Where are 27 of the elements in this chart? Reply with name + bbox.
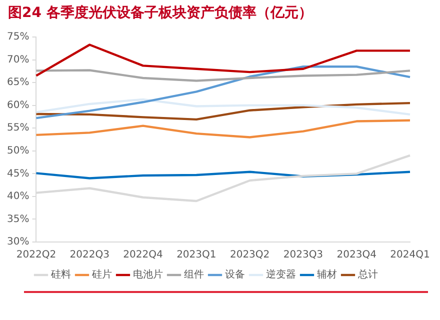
x-tick-label: 2023Q3 <box>283 250 324 261</box>
x-tick-label: 2023Q4 <box>336 250 376 261</box>
x-tick-label: 2022Q3 <box>70 250 110 261</box>
legend-label: 组件 <box>184 268 204 281</box>
y-tick-label: 65% <box>6 77 30 88</box>
y-tick-label: 30% <box>6 236 30 248</box>
legend-label: 逆变器 <box>266 268 296 281</box>
y-tick-label: 70% <box>6 54 30 66</box>
y-tick-label: 55% <box>6 122 30 134</box>
x-tick-label: 2022Q2 <box>16 250 56 261</box>
x-tick-label: 2022Q4 <box>123 250 163 261</box>
legend-label: 硅料 <box>50 268 71 281</box>
y-tick-label: 45% <box>6 168 30 180</box>
x-tick-label: 2023Q2 <box>230 250 270 261</box>
y-tick-label: 60% <box>6 100 30 111</box>
x-tick-label: 2024Q1 <box>390 250 430 261</box>
chart-title: 图24 各季度光伏设备子板块资产负债率（亿元） <box>8 4 312 22</box>
legend-label: 设备 <box>225 268 245 281</box>
legend-label: 辅材 <box>317 268 337 281</box>
y-tick-label: 50% <box>6 145 30 156</box>
x-tick-label: 2023Q1 <box>176 250 216 261</box>
legend-label: 电池片 <box>133 268 163 281</box>
y-tick-label: 75% <box>6 32 30 43</box>
y-tick-label: 35% <box>6 214 30 225</box>
y-tick-label: 40% <box>6 191 30 202</box>
legend-label: 总计 <box>357 268 378 281</box>
legend-label: 硅片 <box>91 268 112 281</box>
